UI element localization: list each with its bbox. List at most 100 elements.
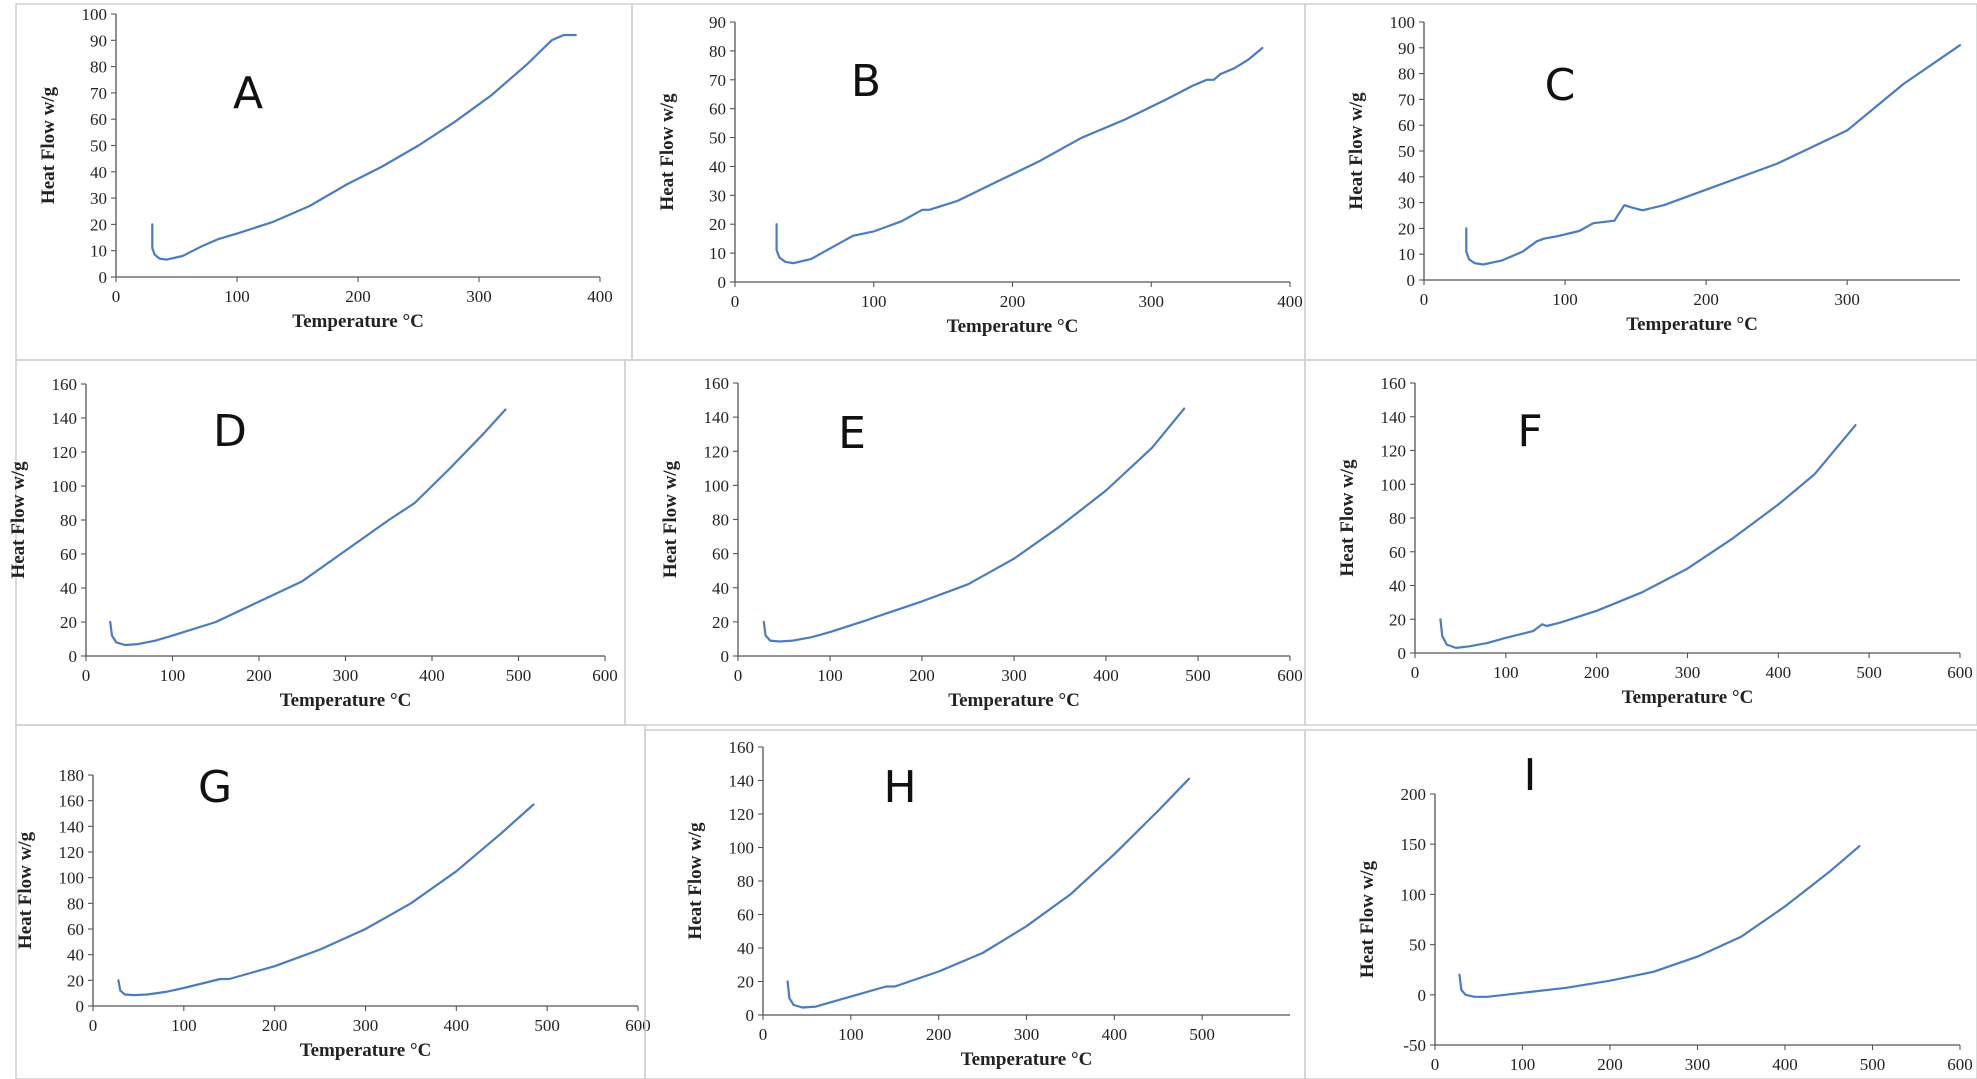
- x-tick-label: 200: [1597, 1055, 1623, 1074]
- y-tick-label: 100: [59, 869, 85, 888]
- y-tick-label: 0: [1398, 644, 1407, 663]
- y-tick-label: 160: [729, 738, 755, 757]
- x-tick-label: 400: [1766, 663, 1792, 682]
- y-tick-label: 0: [1418, 986, 1427, 1005]
- y-tick-label: 60: [712, 545, 729, 564]
- x-tick-label: 200: [246, 666, 272, 685]
- y-axis-title: Heat Flow w/g: [1357, 860, 1378, 978]
- panel-border: [1304, 729, 1977, 1079]
- y-tick-label: 40: [60, 579, 77, 598]
- y-tick-label: 60: [1389, 543, 1406, 562]
- y-tick-label: 10: [709, 244, 726, 263]
- heat-flow-curve-b: [775, 46, 1264, 265]
- x-tick-label: 100: [160, 666, 186, 685]
- y-tick-label: 140: [1381, 408, 1407, 427]
- x-tick-label: 500: [1856, 663, 1882, 682]
- x-tick-label: 0: [1420, 290, 1429, 309]
- y-tick-label: 80: [737, 872, 754, 891]
- y-tick-label: 30: [90, 189, 107, 208]
- x-tick-label: 0: [759, 1025, 768, 1044]
- x-tick-label: 600: [625, 1016, 651, 1035]
- x-tick-label: 300: [1834, 290, 1860, 309]
- y-axis-title: Heat Flow w/g: [1337, 459, 1358, 577]
- x-tick-label: 400: [1102, 1025, 1128, 1044]
- panel-letter-d: D: [213, 406, 247, 457]
- y-tick-label: 120: [52, 443, 78, 462]
- y-axis-title: Heat Flow w/g: [8, 461, 29, 579]
- y-tick-label: 150: [1401, 835, 1427, 854]
- y-axis-title: Heat Flow w/g: [657, 93, 678, 211]
- chart-panel-i: -500501001502000100200300400500600Temper…: [1304, 729, 1977, 1079]
- heat-flow-curve-d: [109, 408, 507, 647]
- x-axis-title: Temperature °C: [948, 690, 1080, 711]
- y-tick-label: -50: [1403, 1036, 1426, 1055]
- x-tick-label: 100: [1510, 1055, 1536, 1074]
- y-tick-label: 20: [737, 973, 754, 992]
- y-tick-label: 20: [1398, 219, 1415, 238]
- x-tick-label: 400: [587, 287, 613, 306]
- y-tick-label: 200: [1401, 785, 1427, 804]
- y-tick-label: 40: [67, 946, 84, 965]
- x-tick-label: 500: [1860, 1055, 1886, 1074]
- y-tick-label: 60: [709, 100, 726, 119]
- x-tick-label: 400: [1277, 292, 1303, 311]
- x-tick-label: 0: [112, 287, 121, 306]
- y-tick-label: 100: [1381, 475, 1407, 494]
- x-tick-label: 300: [333, 666, 359, 685]
- y-tick-label: 70: [90, 84, 107, 103]
- y-tick-label: 0: [718, 273, 727, 292]
- y-tick-label: 160: [59, 792, 85, 811]
- panel-border: [15, 3, 633, 361]
- x-tick-label: 0: [1411, 663, 1420, 682]
- y-tick-label: 120: [704, 442, 730, 461]
- x-tick-label: 0: [731, 292, 740, 311]
- y-tick-label: 100: [729, 839, 755, 858]
- x-tick-label: 200: [1000, 292, 1026, 311]
- y-tick-label: 80: [60, 511, 77, 530]
- x-tick-label: 400: [444, 1016, 470, 1035]
- x-tick-label: 100: [1493, 663, 1519, 682]
- x-tick-label: 600: [1947, 663, 1973, 682]
- x-tick-label: 600: [1947, 1055, 1973, 1074]
- y-axis-title: Heat Flow w/g: [685, 822, 706, 940]
- chart-panel-a: 0 10 20 30 40 50 60 70 80 90 100 0 100 200 300 400 Tempe…: [15, 3, 633, 361]
- x-tick-label: 300: [1685, 1055, 1711, 1074]
- x-tick-label: 100: [224, 287, 250, 306]
- chart-panel-g: 0 20 40 60 80 100 120 140 160 180 0 100 200 300 400 500…: [15, 724, 651, 1079]
- y-tick-label: 160: [1381, 374, 1407, 393]
- y-tick-label: 40: [709, 157, 726, 176]
- x-tick-label: 400: [1772, 1055, 1798, 1074]
- y-tick-label: 80: [67, 894, 84, 913]
- x-axis-title: Temperature °C: [961, 1049, 1093, 1070]
- y-tick-label: 20: [712, 613, 729, 632]
- x-tick-label: 0: [1431, 1055, 1440, 1074]
- y-tick-label: 40: [1389, 577, 1406, 596]
- x-tick-label: 200: [909, 666, 935, 685]
- chart-panel-e: 0 20 40 60 80 100 120 140 160 0 100 200 300 400 500 600…: [624, 359, 1306, 726]
- x-tick-label: 100: [1552, 290, 1578, 309]
- y-tick-label: 20: [709, 215, 726, 234]
- y-tick-label: 60: [67, 920, 84, 939]
- y-tick-label: 160: [52, 375, 78, 394]
- panel-letter-a: A: [233, 68, 263, 119]
- y-tick-label: 40: [90, 163, 107, 182]
- y-tick-label: 60: [60, 545, 77, 564]
- y-tick-label: 10: [1398, 245, 1415, 264]
- y-tick-label: 70: [709, 71, 726, 90]
- x-tick-label: 600: [1277, 666, 1303, 685]
- heat-flow-curve-g: [117, 803, 535, 997]
- y-tick-label: 140: [729, 772, 755, 791]
- x-tick-label: 0: [734, 666, 743, 685]
- y-axis-title: Heat Flow w/g: [660, 460, 681, 578]
- panel-letter-c: C: [1545, 60, 1576, 111]
- x-tick-label: 300: [353, 1016, 379, 1035]
- y-tick-label: 30: [709, 186, 726, 205]
- x-tick-label: 100: [817, 666, 843, 685]
- panel-letter-e: E: [838, 408, 866, 459]
- x-tick-label: 300: [1001, 666, 1027, 685]
- y-tick-label: 90: [90, 31, 107, 50]
- x-tick-label: 400: [1093, 666, 1119, 685]
- y-tick-label: 0: [721, 647, 730, 666]
- panel-letter-g: G: [198, 762, 232, 813]
- x-tick-label: 300: [1675, 663, 1701, 682]
